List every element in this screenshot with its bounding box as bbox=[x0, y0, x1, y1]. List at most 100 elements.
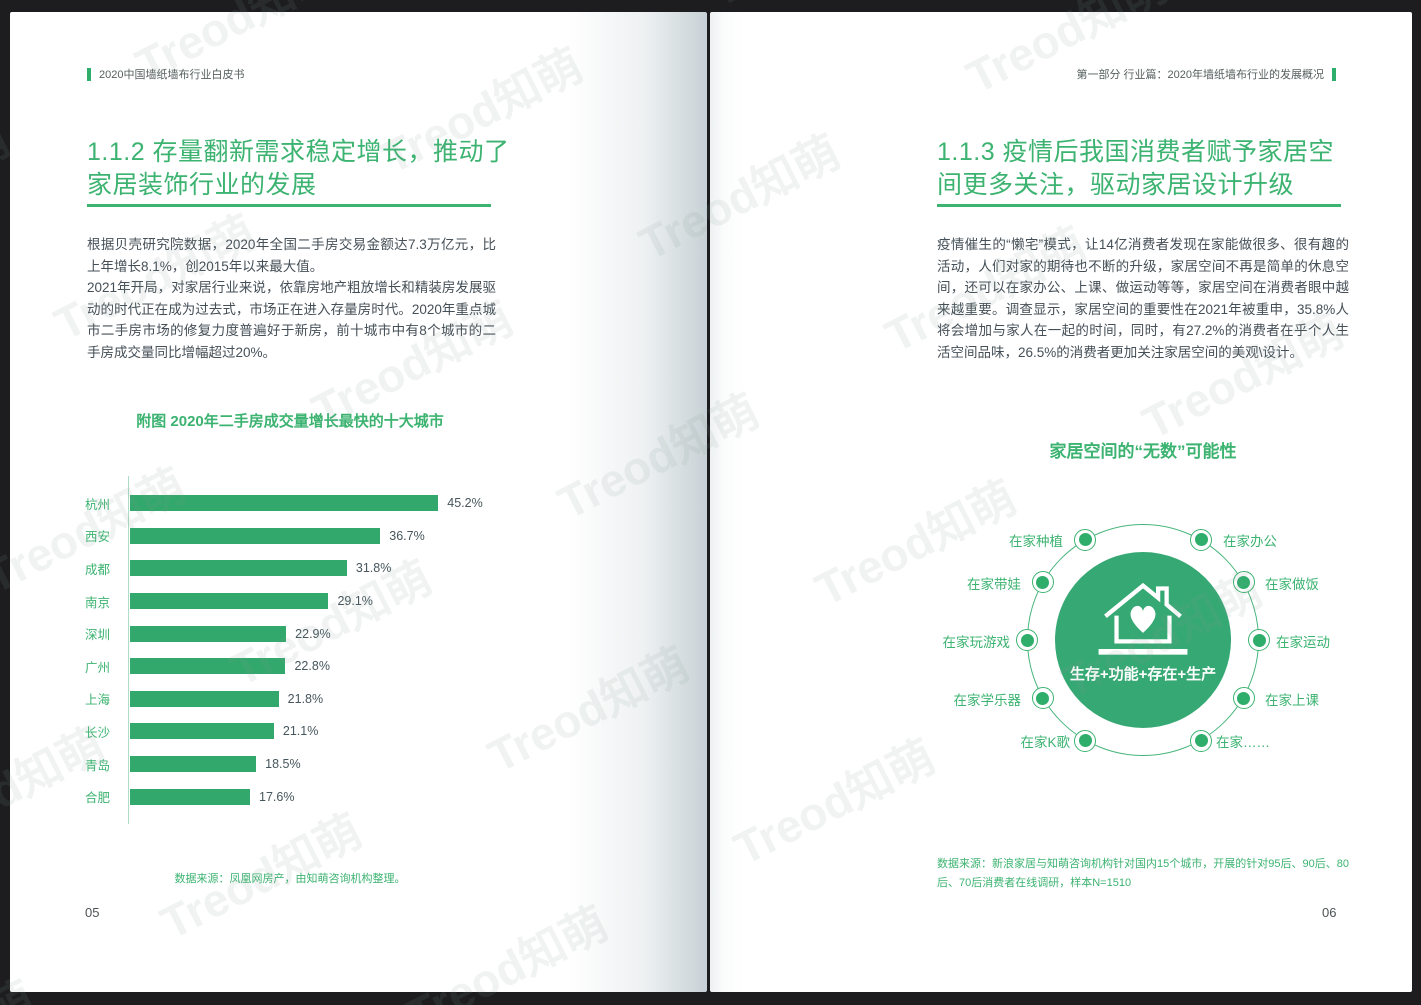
category-label: 深圳 bbox=[85, 628, 111, 643]
chart-row: 广州 22.8% bbox=[85, 650, 505, 683]
value-label: 22.8% bbox=[294, 659, 330, 674]
category-label: 长沙 bbox=[85, 725, 111, 740]
value-label: 17.6% bbox=[259, 789, 295, 804]
bar bbox=[130, 625, 287, 642]
diagram-item-label: 在家学乐器 bbox=[953, 693, 1022, 708]
bar-chart: 杭州 45.2% 西安 36.7% 成都 31.8% 南京 29.1% 深圳 bbox=[85, 487, 505, 813]
running-header-right: 第一部分 行业篇：2020年墙纸墙布行业的发展概况 bbox=[1076, 66, 1336, 82]
title-underline bbox=[87, 204, 491, 207]
diagram-node bbox=[1232, 687, 1255, 709]
body-text-left: 根据贝壳研究院数据，2020年全国二手房交易金额达7.3万亿元，比上年增长8.1… bbox=[87, 234, 496, 363]
value-label: 45.2% bbox=[447, 496, 483, 511]
chart-row: 西安 36.7% bbox=[85, 520, 505, 553]
bar bbox=[130, 788, 251, 805]
chart-title: 附图 2020年二手房成交量增长最快的十大城市 bbox=[136, 413, 444, 430]
running-header-right-text: 第一部分 行业篇：2020年墙纸墙布行业的发展概况 bbox=[1076, 69, 1324, 81]
value-label: 31.8% bbox=[355, 561, 392, 576]
page-number-left: 05 bbox=[85, 905, 100, 920]
node-dot bbox=[1036, 575, 1049, 589]
diagram-item-label: 在家做饭 bbox=[1265, 577, 1319, 592]
diagram-node bbox=[1190, 528, 1212, 551]
chart-row: 长沙 21.1% bbox=[85, 715, 505, 748]
diagram-title: 家居空间的“无数”可能性 bbox=[1049, 442, 1237, 461]
diagram-node bbox=[1248, 629, 1270, 651]
bar bbox=[130, 560, 347, 577]
home-possibilities-diagram: 生存+功能+存在+生产 在家种植 在家办公 在家带娃 在家做饭 在家玩游戏 在家… bbox=[943, 524, 1330, 756]
running-header-left-text: 2020中国墙纸墙布行业白皮书 bbox=[99, 69, 245, 81]
node-dot bbox=[1020, 633, 1034, 647]
diagram-node bbox=[1074, 528, 1096, 551]
bar bbox=[130, 593, 329, 610]
title-underline bbox=[937, 204, 1341, 207]
data-source-right: 数据来源：新浪家居与知萌咨询机构针对国内15个城市，开展的针对95后、90后、8… bbox=[937, 858, 1349, 889]
page-left: 2020中国墙纸墙布行业白皮书 1.1.2 存量翻新需求稳定增长，推动了家居装饰… bbox=[10, 12, 707, 992]
category-label: 合肥 bbox=[85, 791, 111, 806]
diagram-center-label: 生存+功能+存在+生产 bbox=[1069, 666, 1217, 683]
category-label: 西安 bbox=[85, 530, 111, 545]
header-accent-bar bbox=[87, 67, 91, 81]
diagram-node bbox=[1016, 629, 1038, 651]
diagram-item-label: 在家上课 bbox=[1265, 693, 1319, 708]
diagram-item-label: 在家种植 bbox=[1009, 534, 1063, 549]
value-label: 21.8% bbox=[287, 691, 324, 706]
diagram-item-label: 在家办公 bbox=[1223, 534, 1277, 549]
bar bbox=[130, 723, 274, 740]
paragraph: 2021年开局，对家居行业来说，依靠房地产粗放增长和精装房发展驱动的时代正在成为… bbox=[87, 280, 496, 360]
section-title-113: 1.1.3 疫情后我国消费者赋予家居空间更多关注，驱动家居设计升级 bbox=[937, 138, 1335, 199]
node-dot bbox=[1078, 533, 1092, 546]
value-label: 22.9% bbox=[295, 626, 331, 641]
node-dot bbox=[1036, 691, 1049, 705]
chart-row: 南京 29.1% bbox=[85, 585, 505, 618]
value-label: 18.5% bbox=[265, 757, 301, 772]
diagram-node bbox=[1074, 729, 1096, 752]
diagram-item-label: 在家K歌 bbox=[1020, 735, 1070, 750]
value-label: 21.1% bbox=[282, 724, 319, 739]
category-label: 上海 bbox=[85, 693, 111, 708]
chart-row: 成都 31.8% bbox=[85, 552, 505, 585]
page-number-right: 06 bbox=[1322, 905, 1337, 920]
chart-y-axis bbox=[128, 476, 129, 824]
home-heart-icon bbox=[1098, 582, 1188, 655]
bar bbox=[130, 690, 279, 707]
category-label: 青岛 bbox=[85, 758, 111, 773]
chart-row: 青岛 18.5% bbox=[85, 748, 505, 781]
category-label: 广州 bbox=[85, 660, 111, 675]
paragraph: 根据贝壳研究院数据，2020年全国二手房交易金额达7.3万亿元，比上年增长8.1… bbox=[87, 237, 496, 274]
diagram-item-label: 在家…… bbox=[1216, 735, 1270, 750]
chart-row: 杭州 45.2% bbox=[85, 487, 505, 520]
diagram-item-label: 在家带娃 bbox=[967, 577, 1021, 592]
value-label: 36.7% bbox=[389, 528, 425, 543]
bar bbox=[130, 756, 257, 773]
bar bbox=[130, 527, 381, 544]
diagram-node bbox=[1190, 729, 1212, 752]
category-label: 杭州 bbox=[85, 497, 111, 512]
category-label: 成都 bbox=[85, 562, 111, 577]
section-title-112: 1.1.2 存量翻新需求稳定增长，推动了家居装饰行业的发展 bbox=[87, 138, 510, 199]
category-label: 南京 bbox=[85, 595, 111, 610]
node-dot bbox=[1237, 691, 1250, 705]
node-dot bbox=[1252, 633, 1266, 647]
diagram-node bbox=[1031, 687, 1054, 709]
body-text-right: 疫情催生的“懒宅”模式，让14亿消费者发现在家能做很多、很有趣的活动，人们对家的… bbox=[937, 234, 1349, 363]
bar bbox=[130, 658, 286, 675]
chart-row: 上海 21.8% bbox=[85, 683, 505, 716]
diagram-center-circle: 生存+功能+存在+生产 bbox=[1055, 552, 1231, 728]
header-accent-bar bbox=[1332, 67, 1336, 81]
diagram-item-label: 在家运动 bbox=[1276, 635, 1330, 650]
node-dot bbox=[1194, 533, 1208, 546]
bar bbox=[130, 495, 439, 512]
node-dot bbox=[1194, 734, 1208, 747]
paragraph: 疫情催生的“懒宅”模式，让14亿消费者发现在家能做很多、很有趣的活动，人们对家的… bbox=[937, 237, 1349, 360]
chart-row: 深圳 22.9% bbox=[85, 617, 505, 650]
node-dot bbox=[1237, 575, 1250, 589]
diagram-node bbox=[1031, 571, 1054, 593]
data-source-left: 数据来源：凤凰网房产，由知萌咨询机构整理。 bbox=[174, 873, 406, 885]
node-dot bbox=[1078, 734, 1092, 747]
value-label: 29.1% bbox=[337, 594, 373, 609]
diagram-node bbox=[1232, 571, 1255, 593]
diagram-item-label: 在家玩游戏 bbox=[942, 635, 1011, 650]
running-header-left: 2020中国墙纸墙布行业白皮书 bbox=[87, 66, 244, 82]
page-right: 第一部分 行业篇：2020年墙纸墙布行业的发展概况 1.1.3 疫情后我国消费者… bbox=[710, 12, 1412, 992]
chart-row: 合肥 17.6% bbox=[85, 780, 505, 813]
